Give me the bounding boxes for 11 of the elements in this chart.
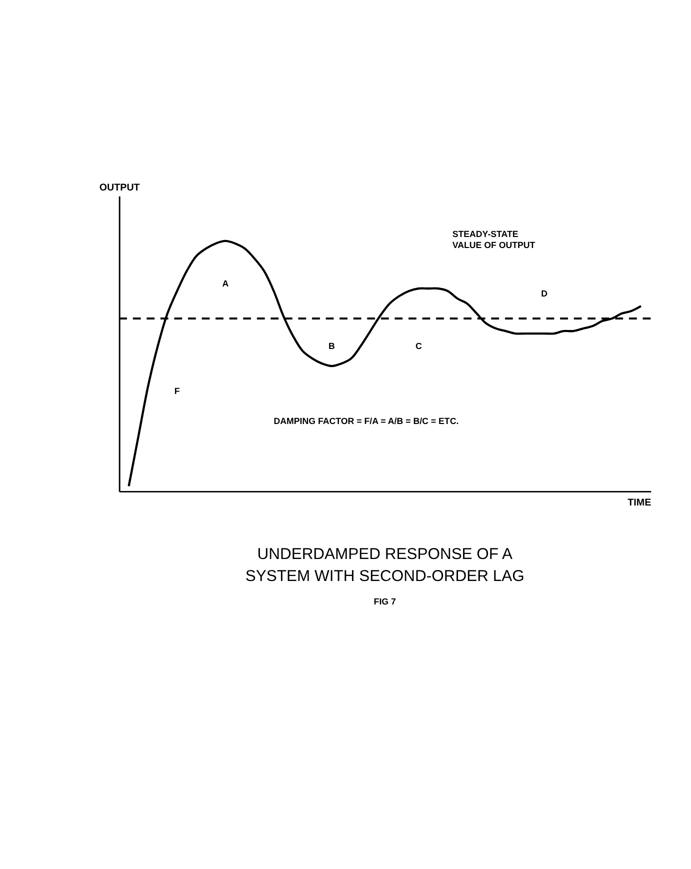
annotation: F [174, 386, 180, 396]
annotation: DAMPING FACTOR = F/A = A/B = B/C = ETC. [274, 416, 459, 426]
annotation: D [541, 288, 548, 298]
text: FIG 7 [374, 596, 396, 606]
y-axis-title: OUTPUT [99, 182, 140, 194]
ref-line-label: STEADY-STATE VALUE OF OUTPUT [452, 229, 536, 250]
x-axis-title: TIME [628, 497, 652, 508]
annotation: C [416, 341, 423, 352]
annotation: A [222, 278, 230, 288]
annotation: B [328, 341, 335, 352]
text: UNDERDAMPED RESPONSE OF A SYSTEM WITH SECOND-ORDER LAG [245, 546, 524, 585]
